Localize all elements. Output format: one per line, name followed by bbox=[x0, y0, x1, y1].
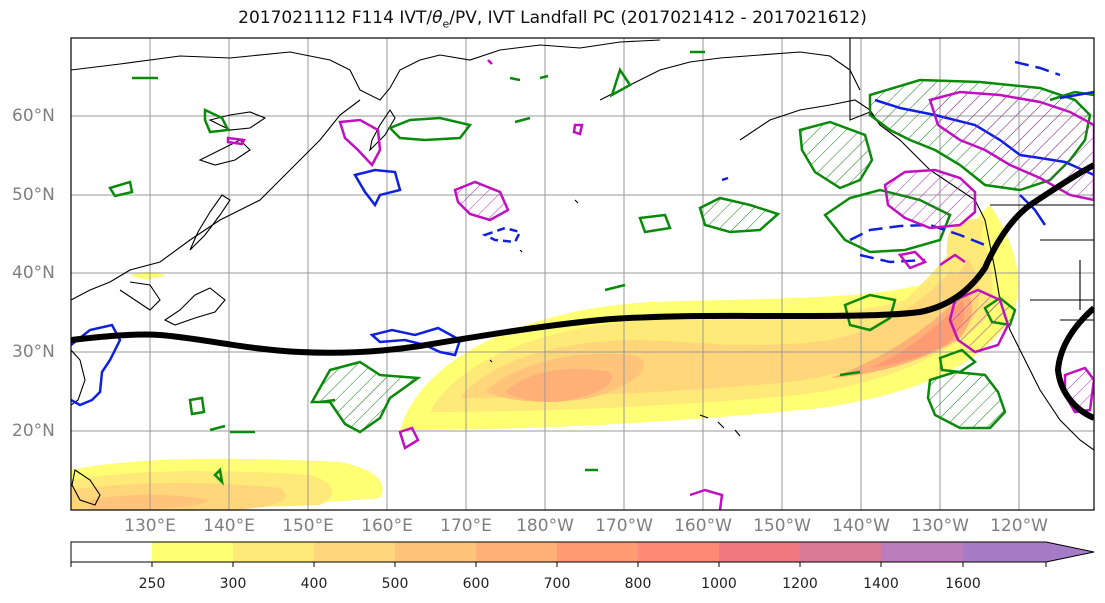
lat-label-20n: 20°N bbox=[12, 421, 55, 441]
ivt-shading bbox=[71, 205, 1019, 510]
colorbar-segment bbox=[152, 542, 233, 562]
colorbar-segment bbox=[638, 542, 719, 562]
colorbar-segment bbox=[476, 542, 557, 562]
colorbar-segment bbox=[800, 542, 881, 562]
colorbar-tick-label: 500 bbox=[381, 576, 409, 592]
map-title: 2017021112 F114 IVT/θe/PV, IVT Landfall … bbox=[238, 8, 867, 31]
colorbar-tick-label: 1000 bbox=[701, 576, 737, 592]
magenta-contours-coast bbox=[939, 253, 966, 267]
colorbar-tick-label: 800 bbox=[624, 576, 652, 592]
map-frame bbox=[70, 37, 1095, 511]
lon-label-130w: 130°W bbox=[911, 516, 969, 536]
lon-label-170e: 170°E bbox=[440, 516, 492, 536]
lon-label-150w: 150°W bbox=[753, 516, 811, 536]
lon-label-150e: 150°E bbox=[282, 516, 334, 536]
colorbar-tick-label: 1600 bbox=[945, 576, 981, 592]
lon-label-180w: 180°W bbox=[516, 516, 574, 536]
colorbar-segment bbox=[233, 542, 314, 562]
colorbar-segment bbox=[557, 542, 638, 562]
colorbar-tick-label: 250 bbox=[138, 576, 166, 592]
lon-label-130e: 130°E bbox=[124, 516, 176, 536]
lat-label-30n: 30°N bbox=[12, 342, 55, 362]
lon-label-140w: 140°W bbox=[832, 516, 890, 536]
colorbar-segment bbox=[314, 542, 395, 562]
colorbar bbox=[70, 541, 1095, 567]
magenta-contours bbox=[226, 59, 1094, 510]
lon-label-160w: 160°W bbox=[674, 516, 732, 536]
colorbar-tick-label: 1400 bbox=[863, 576, 899, 592]
lon-label-120w: 120°W bbox=[990, 516, 1048, 536]
lon-label-170w: 170°W bbox=[595, 516, 653, 536]
ivt-landfall-line bbox=[71, 162, 1094, 421]
colorbar-segment bbox=[71, 542, 152, 562]
colorbar-segment bbox=[881, 542, 963, 562]
lon-label-160e: 160°E bbox=[361, 516, 413, 536]
colorbar-tick-label: 600 bbox=[462, 576, 490, 592]
lat-label-60n: 60°N bbox=[12, 106, 55, 126]
lat-label-40n: 40°N bbox=[12, 263, 55, 283]
colorbar-tick-label: 400 bbox=[300, 576, 328, 592]
colorbar-tick-label: 1200 bbox=[782, 576, 818, 592]
lat-label-50n: 50°N bbox=[12, 185, 55, 205]
coastlines bbox=[71, 38, 1094, 506]
colorbar-extend-arrow bbox=[963, 542, 1094, 562]
lon-label-140e: 140°E bbox=[203, 516, 255, 536]
colorbar-segment bbox=[719, 542, 800, 562]
colorbar-tick-label: 300 bbox=[219, 576, 247, 592]
colorbar-tick-label: 700 bbox=[543, 576, 571, 592]
colorbar-segment bbox=[395, 542, 476, 562]
